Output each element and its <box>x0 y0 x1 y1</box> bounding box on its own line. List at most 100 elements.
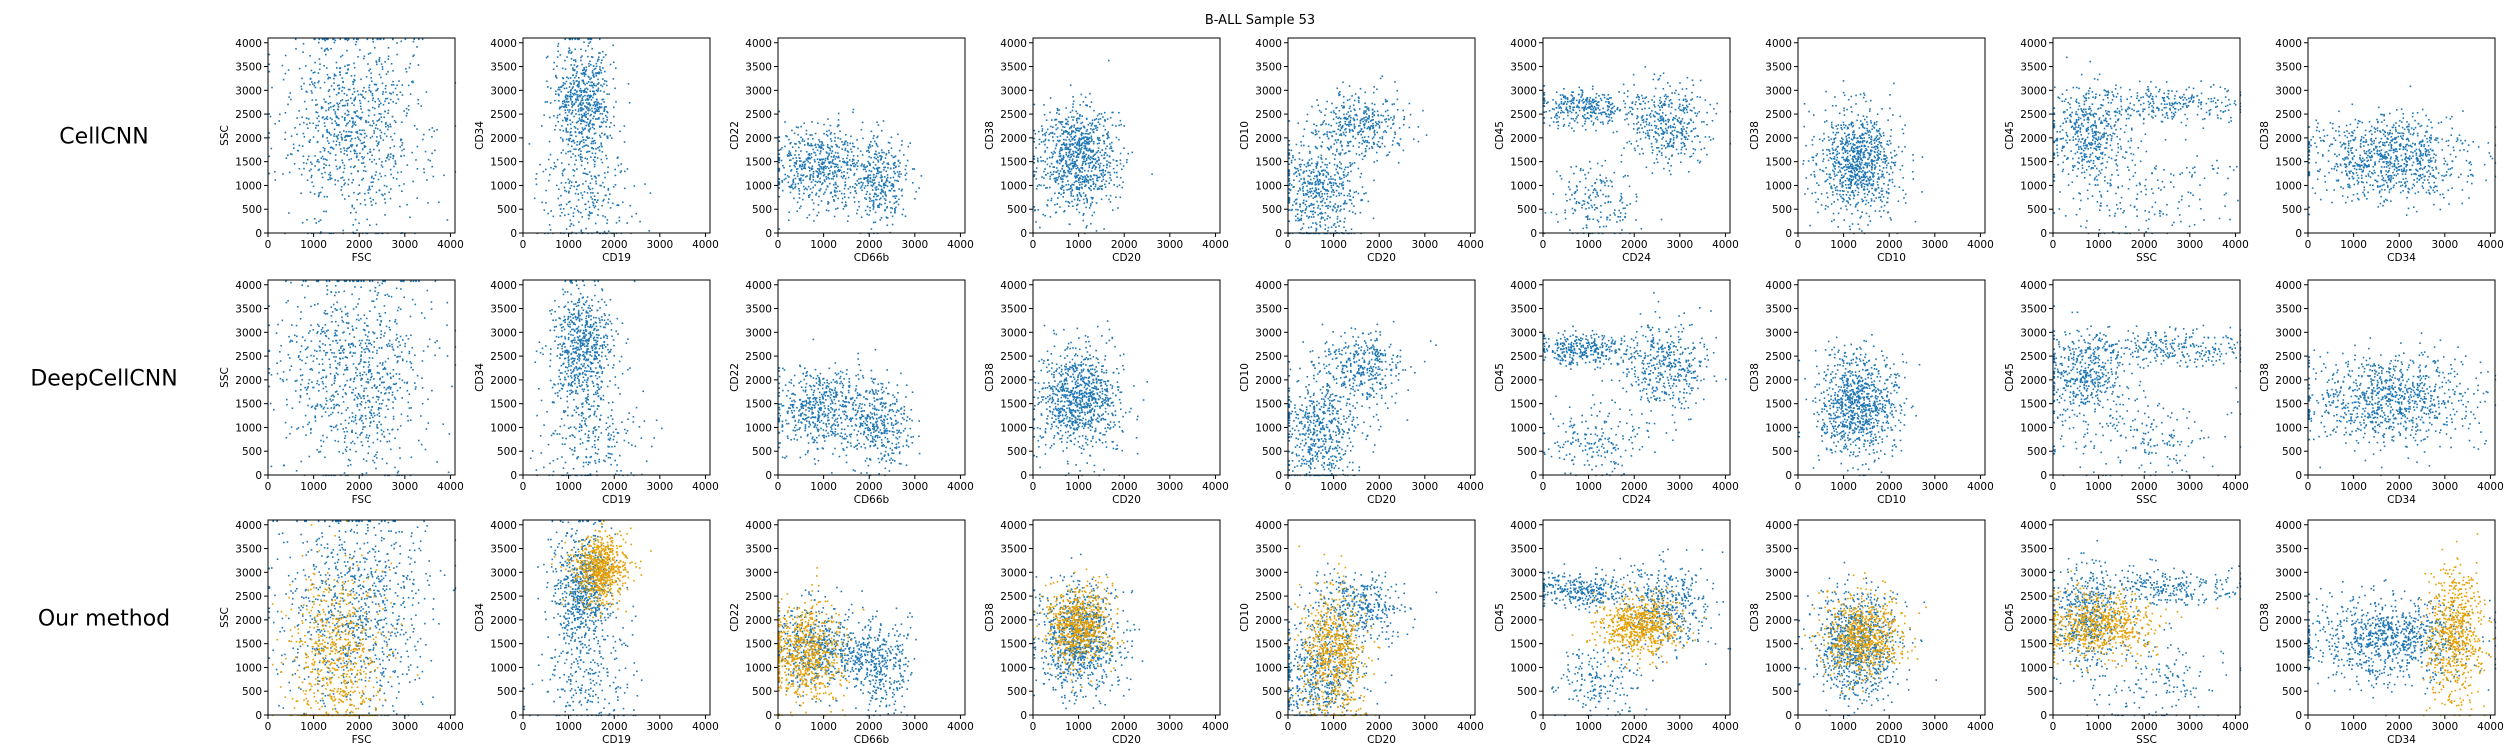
scatter-point <box>1113 159 1115 161</box>
scatter-point <box>416 128 418 130</box>
scatter-point <box>1363 141 1365 143</box>
scatter-point <box>593 116 595 118</box>
scatter-point <box>377 128 379 130</box>
scatter-point <box>581 98 583 100</box>
scatter-point <box>1072 96 1074 98</box>
scatter-point <box>288 212 290 214</box>
scatter-point <box>1075 168 1077 170</box>
scatter-point <box>565 94 567 96</box>
scatter-point <box>578 155 580 157</box>
scatter-point <box>352 94 354 96</box>
scatter-point <box>567 131 569 133</box>
scatter-point <box>908 146 910 148</box>
scatter-point <box>325 165 327 167</box>
scatter-point <box>321 48 323 50</box>
scatter-point <box>416 46 418 48</box>
scatter-point <box>354 75 356 77</box>
scatter-point <box>1062 176 1064 178</box>
scatter-point <box>342 99 344 101</box>
scatter-point <box>1312 188 1314 190</box>
scatter-point <box>372 95 374 97</box>
scatter-point <box>1043 171 1045 173</box>
scatter-point <box>1306 170 1308 172</box>
scatter-point <box>1329 162 1331 164</box>
scatter-point <box>366 135 368 137</box>
scatter-point <box>881 156 883 158</box>
scatter-point <box>326 130 328 132</box>
scatter-point <box>339 166 341 168</box>
scatter-point <box>891 147 893 149</box>
scatter-point <box>1065 107 1067 109</box>
scatter-point <box>1057 127 1059 129</box>
scatter-point <box>383 39 385 41</box>
scatter-point <box>360 79 362 81</box>
scatter-point <box>595 118 597 120</box>
scatter-point <box>311 175 313 177</box>
scatter-point <box>592 153 594 155</box>
scatter-point <box>364 146 366 148</box>
scatter-point <box>347 110 349 112</box>
scatter-point <box>1347 180 1349 182</box>
scatter-point <box>1082 214 1084 216</box>
scatter-point <box>1101 174 1103 176</box>
scatter-point <box>789 150 791 152</box>
scatter-point <box>1034 104 1036 106</box>
scatter-point <box>1068 132 1070 134</box>
scatter-point <box>592 188 594 190</box>
scatter-point <box>372 120 374 122</box>
scatter-point <box>330 102 332 104</box>
scatter-point <box>820 173 822 175</box>
scatter-point <box>592 198 594 200</box>
scatter-point <box>836 156 838 158</box>
scatter-point <box>1099 165 1101 167</box>
scatter-point <box>1070 136 1072 138</box>
scatter-point <box>873 174 875 176</box>
scatter-point <box>576 206 578 208</box>
scatter-point <box>873 206 875 208</box>
scatter-point <box>589 211 591 213</box>
scatter-point <box>353 111 355 113</box>
scatter-point <box>534 198 536 200</box>
scatter-point <box>812 187 814 189</box>
scatter-point <box>583 109 585 111</box>
scatter-point <box>384 214 386 216</box>
scatter-point <box>779 228 781 230</box>
scatter-point <box>299 168 301 170</box>
row-label: CellCNN <box>59 125 148 150</box>
scatter-point <box>860 181 862 183</box>
scatter-point <box>912 182 914 184</box>
y-tick-label: 0 <box>1020 228 1027 240</box>
scatter-point <box>1090 156 1092 158</box>
scatter-point <box>823 148 825 150</box>
scatter-point <box>1336 190 1338 192</box>
scatter-point <box>279 114 281 116</box>
scatter-point <box>1357 134 1359 136</box>
scatter-point <box>1332 178 1334 180</box>
scatter-point <box>1096 230 1098 232</box>
scatter-point <box>588 187 590 189</box>
scatter-point <box>555 91 557 93</box>
scatter-point <box>1091 140 1093 142</box>
scatter-point <box>416 197 418 199</box>
scatter-point <box>583 72 585 74</box>
scatter-point <box>1097 176 1099 178</box>
scatter-point <box>371 186 373 188</box>
scatter-point <box>818 212 820 214</box>
scatter-point <box>899 171 901 173</box>
scatter-point <box>1121 169 1123 171</box>
scatter-point <box>1088 182 1090 184</box>
scatter-point <box>1052 156 1054 158</box>
scatter-point <box>813 209 815 211</box>
scatter-point <box>799 166 801 168</box>
scatter-point <box>1066 152 1068 154</box>
scatter-point <box>1073 153 1075 155</box>
scatter-point <box>788 182 790 184</box>
scatter-point <box>316 118 318 120</box>
scatter-point <box>1110 146 1112 148</box>
scatter-point <box>343 130 345 132</box>
scatter-point <box>368 121 370 123</box>
scatter-point <box>1105 148 1107 150</box>
scatter-point <box>341 134 343 136</box>
scatter-point <box>578 77 580 79</box>
